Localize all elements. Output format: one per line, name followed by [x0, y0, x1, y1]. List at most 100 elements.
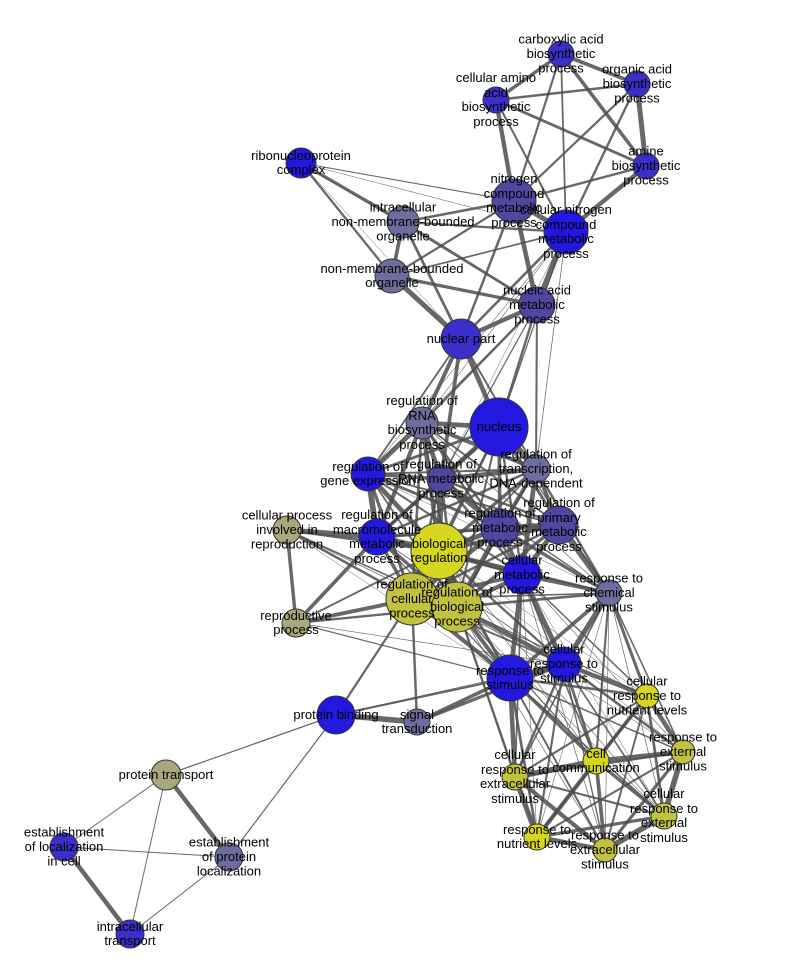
svg-text:primary: primary — [537, 510, 581, 525]
svg-text:metabolic: metabolic — [472, 520, 528, 535]
svg-text:extracellular: extracellular — [570, 842, 641, 857]
svg-text:process: process — [399, 437, 445, 452]
svg-text:stimulus: stimulus — [491, 791, 539, 806]
svg-text:stimulus: stimulus — [659, 759, 707, 774]
svg-text:biosynthetic: biosynthetic — [612, 158, 681, 173]
svg-text:establishment: establishment — [189, 835, 270, 850]
svg-text:metabolic: metabolic — [509, 297, 565, 312]
svg-text:biosynthetic: biosynthetic — [462, 99, 531, 114]
svg-text:response to: response to — [481, 762, 549, 777]
svg-text:regulation of: regulation of — [332, 459, 404, 474]
svg-text:process: process — [477, 535, 523, 550]
svg-text:reproductive: reproductive — [260, 608, 332, 623]
svg-text:localization: localization — [197, 864, 261, 879]
svg-text:compound: compound — [484, 186, 545, 201]
svg-text:nucleic acid: nucleic acid — [503, 283, 571, 298]
svg-text:response to: response to — [613, 688, 681, 703]
svg-text:process: process — [614, 91, 660, 106]
svg-text:regulation of: regulation of — [341, 507, 413, 522]
svg-text:nucleus: nucleus — [477, 419, 522, 434]
svg-text:regulation of: regulation of — [500, 447, 572, 462]
svg-text:biosynthetic: biosynthetic — [603, 76, 672, 91]
svg-text:acid: acid — [484, 85, 508, 100]
svg-text:establishment: establishment — [24, 825, 105, 840]
svg-text:biosynthetic: biosynthetic — [527, 46, 596, 61]
svg-text:organelle: organelle — [365, 275, 419, 290]
svg-text:process: process — [273, 622, 319, 637]
svg-text:response to: response to — [575, 571, 643, 586]
svg-text:process: process — [623, 173, 669, 188]
svg-text:biological: biological — [412, 536, 466, 551]
svg-text:communication: communication — [552, 760, 639, 775]
svg-text:compound: compound — [536, 217, 597, 232]
svg-text:response to: response to — [530, 656, 598, 671]
svg-text:protein binding: protein binding — [293, 707, 378, 722]
svg-text:of localization: of localization — [25, 839, 104, 854]
svg-text:regulation of: regulation of — [421, 585, 493, 600]
svg-text:process: process — [354, 551, 400, 566]
svg-text:process: process — [536, 539, 582, 554]
svg-text:RNA metabolic: RNA metabolic — [398, 471, 484, 486]
svg-text:regulation of: regulation of — [386, 393, 458, 408]
svg-text:cellular process: cellular process — [242, 508, 333, 523]
svg-text:non-membrane-bounded: non-membrane-bounded — [320, 261, 463, 276]
svg-text:intracellular: intracellular — [97, 919, 164, 934]
svg-text:amine: amine — [628, 144, 663, 159]
svg-text:process: process — [418, 486, 464, 501]
svg-text:nutrient levels: nutrient levels — [497, 836, 578, 851]
svg-text:organic acid: organic acid — [602, 62, 672, 77]
svg-text:external: external — [660, 744, 706, 759]
svg-text:of protein: of protein — [202, 849, 256, 864]
svg-text:regulation of: regulation of — [464, 506, 536, 521]
svg-text:involved in: involved in — [256, 522, 317, 537]
svg-text:cellular amino: cellular amino — [456, 70, 536, 85]
svg-text:DNA-dependent: DNA-dependent — [489, 476, 583, 491]
svg-text:stimulus: stimulus — [581, 857, 629, 872]
svg-text:complex: complex — [277, 162, 326, 177]
svg-text:response to: response to — [503, 822, 571, 837]
svg-text:regulation: regulation — [410, 550, 467, 565]
svg-text:signal: signal — [400, 707, 434, 722]
svg-text:transcription,: transcription, — [499, 461, 573, 476]
svg-text:chemical: chemical — [583, 585, 634, 600]
svg-text:carboxylic acid: carboxylic acid — [518, 32, 603, 47]
svg-text:transduction: transduction — [382, 721, 453, 736]
svg-text:biosynthetic: biosynthetic — [388, 422, 457, 437]
svg-text:metabolic: metabolic — [531, 524, 587, 539]
svg-text:nitrogen: nitrogen — [491, 171, 538, 186]
svg-text:nuclear part: nuclear part — [427, 331, 496, 346]
svg-text:external: external — [641, 815, 687, 830]
svg-text:stimulus: stimulus — [540, 671, 588, 686]
svg-text:metabolic: metabolic — [538, 231, 594, 246]
svg-text:process: process — [538, 61, 584, 76]
svg-text:ribonucleoprotein: ribonucleoprotein — [251, 148, 351, 163]
svg-text:in cell: in cell — [47, 854, 80, 869]
svg-text:process: process — [473, 114, 519, 129]
svg-text:cellular: cellular — [501, 553, 543, 568]
svg-text:metabolic: metabolic — [494, 567, 550, 582]
svg-text:response to: response to — [630, 801, 698, 816]
svg-text:protein transport: protein transport — [119, 767, 214, 782]
svg-text:cell: cell — [586, 746, 606, 761]
svg-text:stimulus: stimulus — [640, 830, 688, 845]
svg-text:regulation of: regulation of — [405, 457, 477, 472]
svg-text:biological: biological — [430, 599, 484, 614]
svg-text:process: process — [434, 614, 480, 629]
svg-text:cellular nitrogen: cellular nitrogen — [520, 202, 612, 217]
svg-text:transport: transport — [104, 933, 156, 948]
svg-text:cellular: cellular — [626, 674, 668, 689]
svg-text:stimulus: stimulus — [486, 677, 534, 692]
svg-text:response to: response to — [649, 730, 717, 745]
svg-text:reproduction: reproduction — [251, 537, 323, 552]
svg-text:process: process — [389, 606, 435, 621]
svg-text:cellular: cellular — [494, 747, 536, 762]
svg-text:nutrient levels: nutrient levels — [607, 703, 688, 718]
svg-text:stimulus: stimulus — [585, 600, 633, 615]
svg-text:cellular: cellular — [543, 642, 585, 657]
svg-text:RNA: RNA — [408, 408, 436, 423]
svg-text:metabolic: metabolic — [349, 536, 405, 551]
svg-text:organelle: organelle — [376, 229, 430, 244]
svg-text:process: process — [543, 246, 589, 261]
svg-text:non-membrane-bounded: non-membrane-bounded — [331, 214, 474, 229]
svg-text:intracellular: intracellular — [370, 200, 437, 215]
